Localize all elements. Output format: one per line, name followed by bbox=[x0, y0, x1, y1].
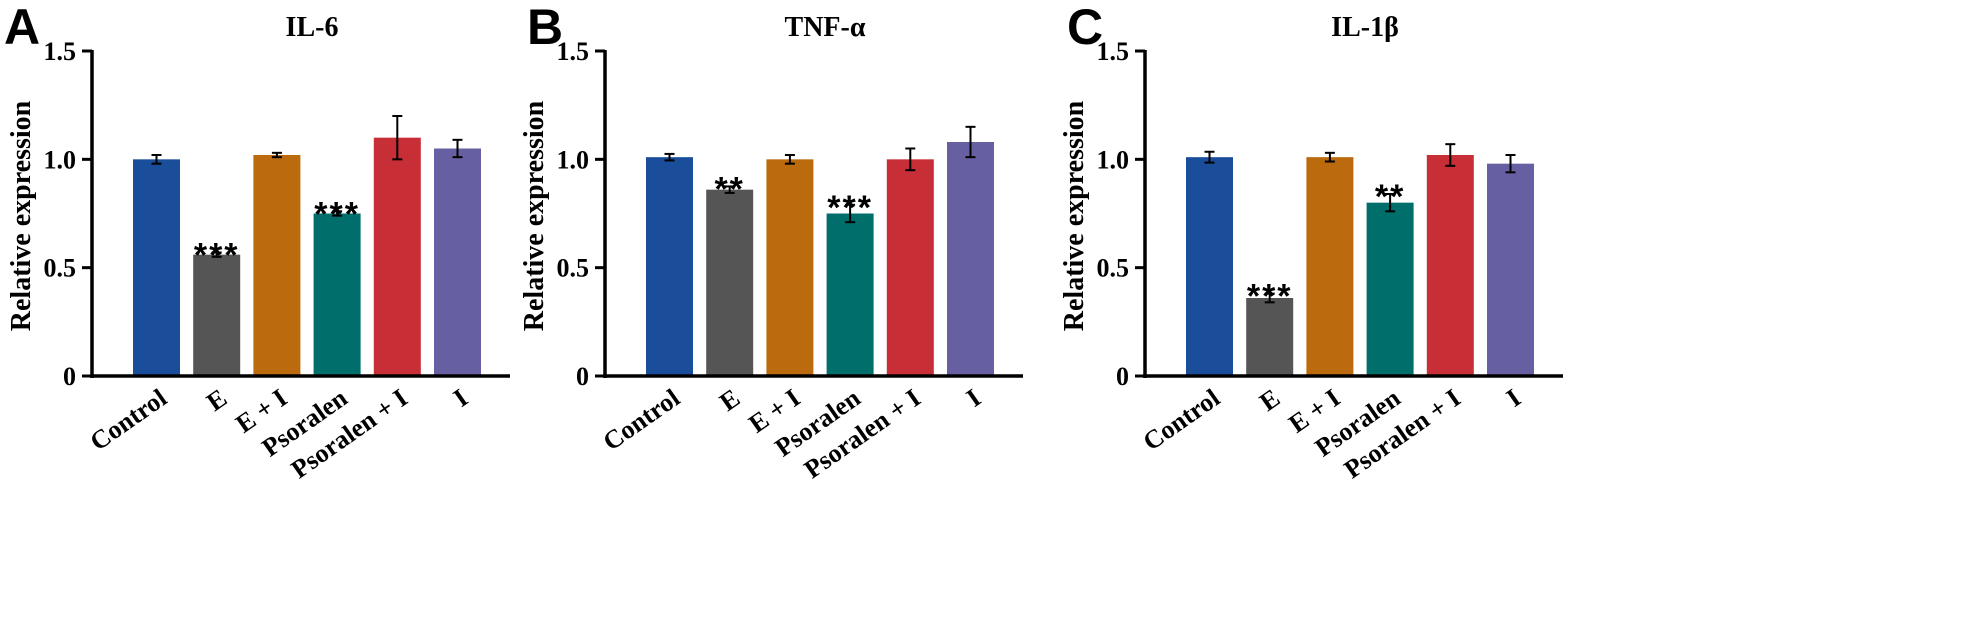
y-tick-label: 0 bbox=[1116, 362, 1129, 391]
panel-letter: A bbox=[4, 0, 40, 55]
bar bbox=[706, 189, 754, 376]
y-tick-label: 1.0 bbox=[44, 145, 77, 174]
bar bbox=[1246, 298, 1294, 376]
x-tick-label: I bbox=[1501, 383, 1526, 413]
bar bbox=[373, 137, 421, 376]
significance-label: ** bbox=[1375, 178, 1405, 216]
bar bbox=[886, 159, 934, 376]
x-tick-label: Control bbox=[1138, 383, 1225, 456]
y-tick-label: 0.5 bbox=[44, 254, 77, 283]
bar bbox=[1426, 155, 1474, 376]
panel-letter: B bbox=[527, 0, 563, 55]
y-tick-label: 0 bbox=[63, 362, 76, 391]
y-tick-label: 1.5 bbox=[1097, 37, 1130, 66]
y-tick-label: 1.0 bbox=[557, 145, 590, 174]
bar bbox=[646, 157, 693, 376]
bar bbox=[1306, 157, 1354, 376]
y-axis-label: Relative expression bbox=[519, 100, 550, 331]
bar bbox=[313, 213, 361, 376]
bar bbox=[253, 155, 301, 376]
significance-label: *** bbox=[194, 237, 240, 275]
y-tick-label: 0.5 bbox=[557, 254, 590, 283]
y-tick-label: 1.5 bbox=[557, 37, 590, 66]
bar bbox=[1366, 202, 1414, 376]
chart-title: IL-6 bbox=[286, 12, 339, 43]
panel-b: B TNF-α Relative expression Control**EE … bbox=[519, 0, 1023, 484]
bar bbox=[826, 213, 874, 376]
y-tick-label: 0.5 bbox=[1097, 254, 1130, 283]
x-tick-label: I bbox=[448, 383, 473, 413]
y-tick-label: 1.0 bbox=[1097, 145, 1130, 174]
y-tick-label: 1.5 bbox=[44, 37, 77, 66]
significance-label: *** bbox=[314, 195, 360, 233]
significance-label: *** bbox=[827, 189, 873, 227]
bar bbox=[766, 159, 814, 376]
chart-title: TNF-α bbox=[785, 12, 866, 43]
significance-label: ** bbox=[714, 170, 744, 208]
bar bbox=[434, 148, 481, 376]
bar bbox=[193, 254, 241, 376]
bar bbox=[947, 142, 994, 376]
y-axis-label: Relative expression bbox=[6, 100, 37, 331]
x-tick-label: E bbox=[201, 383, 232, 417]
bar bbox=[133, 159, 180, 376]
panel-c: C IL-1β Relative expression Control***EE… bbox=[1059, 0, 1563, 484]
x-tick-label: E bbox=[1254, 383, 1285, 417]
y-tick-label: 0 bbox=[576, 362, 589, 391]
x-tick-label: E bbox=[714, 383, 745, 417]
x-tick-label: Control bbox=[598, 383, 685, 456]
bar bbox=[1186, 157, 1233, 376]
bar bbox=[1487, 163, 1534, 376]
panel-a: A IL-6 Relative expression Control***EE … bbox=[4, 0, 510, 484]
chart-title: IL-1β bbox=[1331, 12, 1399, 43]
y-axis-label: Relative expression bbox=[1059, 100, 1090, 331]
significance-label: *** bbox=[1247, 278, 1293, 316]
panel-letter: C bbox=[1067, 0, 1103, 55]
x-tick-label: Control bbox=[85, 383, 172, 456]
x-tick-label: I bbox=[961, 383, 986, 413]
